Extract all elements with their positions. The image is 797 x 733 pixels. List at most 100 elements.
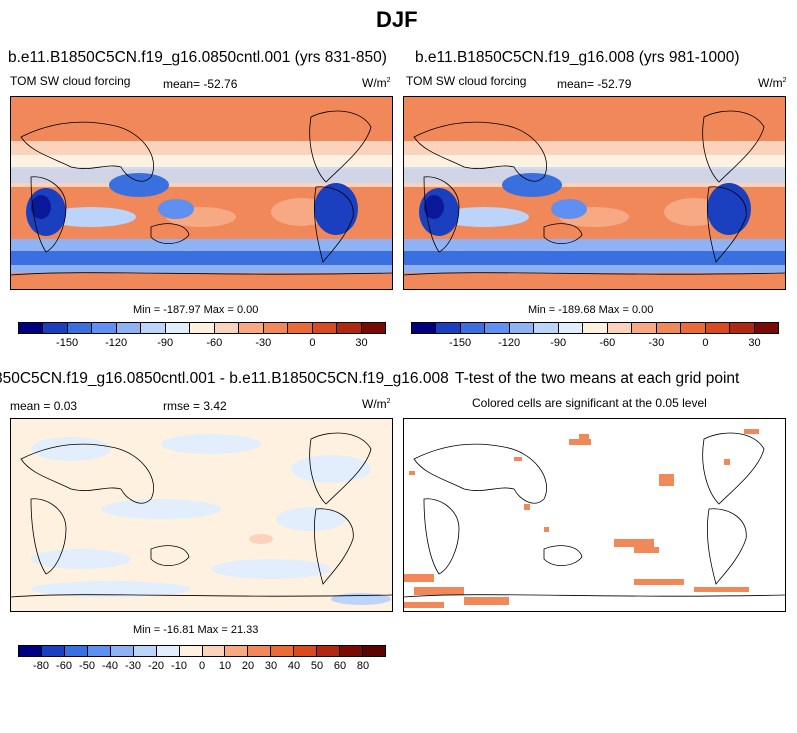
colorbar-swatch [43, 323, 68, 333]
colorbar-tick-label: -90 [157, 337, 174, 349]
colorbar-tick-label: -10 [171, 660, 187, 672]
map-panel2 [403, 96, 786, 290]
colorbar-tick-label: 30 [264, 660, 278, 672]
colorbar-swatch [312, 323, 338, 333]
colorbar-swatch [337, 323, 362, 333]
colorbar-swatch [288, 323, 313, 333]
colorbar-tick-label: 30 [355, 337, 368, 349]
colorbar-swatch [179, 646, 203, 656]
panel4-subtitle: Colored cells are significant at the 0.0… [472, 396, 707, 410]
colorbar-swatch [681, 323, 706, 333]
colorbar-swatch [340, 646, 364, 656]
colorbar-swatch [485, 323, 510, 333]
colorbar-swatch [225, 646, 249, 656]
map-panel3 [10, 418, 393, 612]
colorbar-tick-label: 0 [702, 337, 709, 349]
colorbar-tick-label: -120 [498, 337, 521, 349]
colorbar-swatch [19, 323, 44, 333]
colorbar-tick-label: -150 [449, 337, 472, 349]
colorbar-swatch [141, 323, 166, 333]
colorbar-swatch [363, 646, 385, 656]
panel1-field-label: TOM SW cloud forcing [10, 74, 131, 88]
colorbar-panel3 [18, 645, 386, 657]
colorbar-swatch [156, 646, 180, 656]
colorbar-swatch [41, 646, 65, 656]
colorbar-swatch [64, 646, 88, 656]
colorbar-tick-label: 80 [356, 660, 370, 672]
colorbar-tick-label: 40 [287, 660, 301, 672]
colorbar-swatch [110, 646, 134, 656]
colorbar-tick-label: -150 [56, 337, 79, 349]
colorbar-tick-label: -20 [148, 660, 164, 672]
colorbar-swatch [133, 646, 157, 656]
panel1-mean: mean= -52.76 [163, 77, 238, 91]
colorbar-swatch [92, 323, 117, 333]
colorbar-swatch [412, 323, 437, 333]
colorbar-swatch [436, 323, 461, 333]
colorbar-tick-label: -60 [206, 337, 223, 349]
colorbar-tick-label: -30 [125, 660, 141, 672]
panel2-case-title: b.e11.B1850C5CN.f19_g16.008 (yrs 981-100… [415, 49, 740, 66]
colorbar-tick-label: 30 [748, 337, 761, 349]
colorbar-swatch [632, 323, 657, 333]
colorbar-swatch [460, 323, 486, 333]
colorbar-tick-label: -50 [79, 660, 95, 672]
colorbar-swatch [202, 646, 226, 656]
colorbar-tick-label: 50 [310, 660, 324, 672]
colorbar-tick-label: -60 [56, 660, 72, 672]
colorbar-swatch [165, 323, 191, 333]
colorbar-swatch [294, 646, 318, 656]
colorbar-tick-label: -120 [105, 337, 128, 349]
colorbar-swatch [214, 323, 240, 333]
panel2-mean: mean= -52.79 [557, 77, 632, 91]
panel3-rmse: rmse = 3.42 [163, 399, 227, 413]
colorbar-swatch [730, 323, 755, 333]
panel3-minmax: Min = -16.81 Max = 21.33 [133, 624, 259, 636]
panel2-minmax: Min = -189.68 Max = 0.00 [528, 304, 654, 316]
colorbar-swatch [607, 323, 633, 333]
colorbar-swatch [19, 646, 42, 656]
panel1-minmax: Min = -187.97 Max = 0.00 [133, 304, 259, 316]
colorbar-swatch [705, 323, 731, 333]
panel2-units: W/m2 [758, 76, 787, 90]
colorbar-swatch [656, 323, 682, 333]
colorbar-tick-label: 20 [241, 660, 255, 672]
colorbar-tick-label: -80 [33, 660, 49, 672]
colorbar-panel2 [411, 322, 779, 334]
map-panel1 [10, 96, 393, 290]
colorbar-swatch [190, 323, 215, 333]
figure-title: DJF [376, 7, 418, 32]
colorbar-swatch [263, 323, 289, 333]
colorbar-swatch [116, 323, 142, 333]
colorbar-swatch [361, 323, 386, 333]
colorbar-swatch [271, 646, 295, 656]
panel1-case-title: b.e11.B1850C5CN.f19_g16.0850cntl.001 (yr… [8, 49, 387, 66]
colorbar-tick-label: 0 [198, 660, 206, 672]
colorbar-swatch [87, 646, 111, 656]
colorbar-tick-label: 0 [309, 337, 316, 349]
panel4-title: T-test of the two means at each grid poi… [455, 370, 740, 387]
panel2-field-label: TOM SW cloud forcing [406, 74, 527, 88]
colorbar-swatch [754, 323, 779, 333]
colorbar-tick-label: -30 [648, 337, 665, 349]
colorbar-tick-label: -40 [102, 660, 118, 672]
colorbar-swatch [534, 323, 559, 333]
colorbar-swatch [509, 323, 535, 333]
colorbar-swatch [239, 323, 264, 333]
colorbar-tick-label: 60 [333, 660, 347, 672]
colorbar-swatch [317, 646, 341, 656]
colorbar-panel1 [18, 322, 386, 334]
colorbar-tick-label: -60 [599, 337, 616, 349]
colorbar-swatch [558, 323, 584, 333]
colorbar-swatch [583, 323, 608, 333]
colorbar-tick-label: -30 [255, 337, 272, 349]
colorbar-swatch [67, 323, 93, 333]
colorbar-swatch [248, 646, 272, 656]
panel3-units: W/m2 [362, 397, 391, 411]
colorbar-tick-label: 10 [218, 660, 232, 672]
map-panel4 [403, 418, 786, 612]
colorbar-tick-label: -90 [550, 337, 567, 349]
panel3-case-title: 850C5CN.f19_g16.0850cntl.001 - b.e11.B18… [0, 370, 449, 387]
panel1-units: W/m2 [362, 76, 391, 90]
panel3-mean: mean = 0.03 [10, 399, 78, 413]
